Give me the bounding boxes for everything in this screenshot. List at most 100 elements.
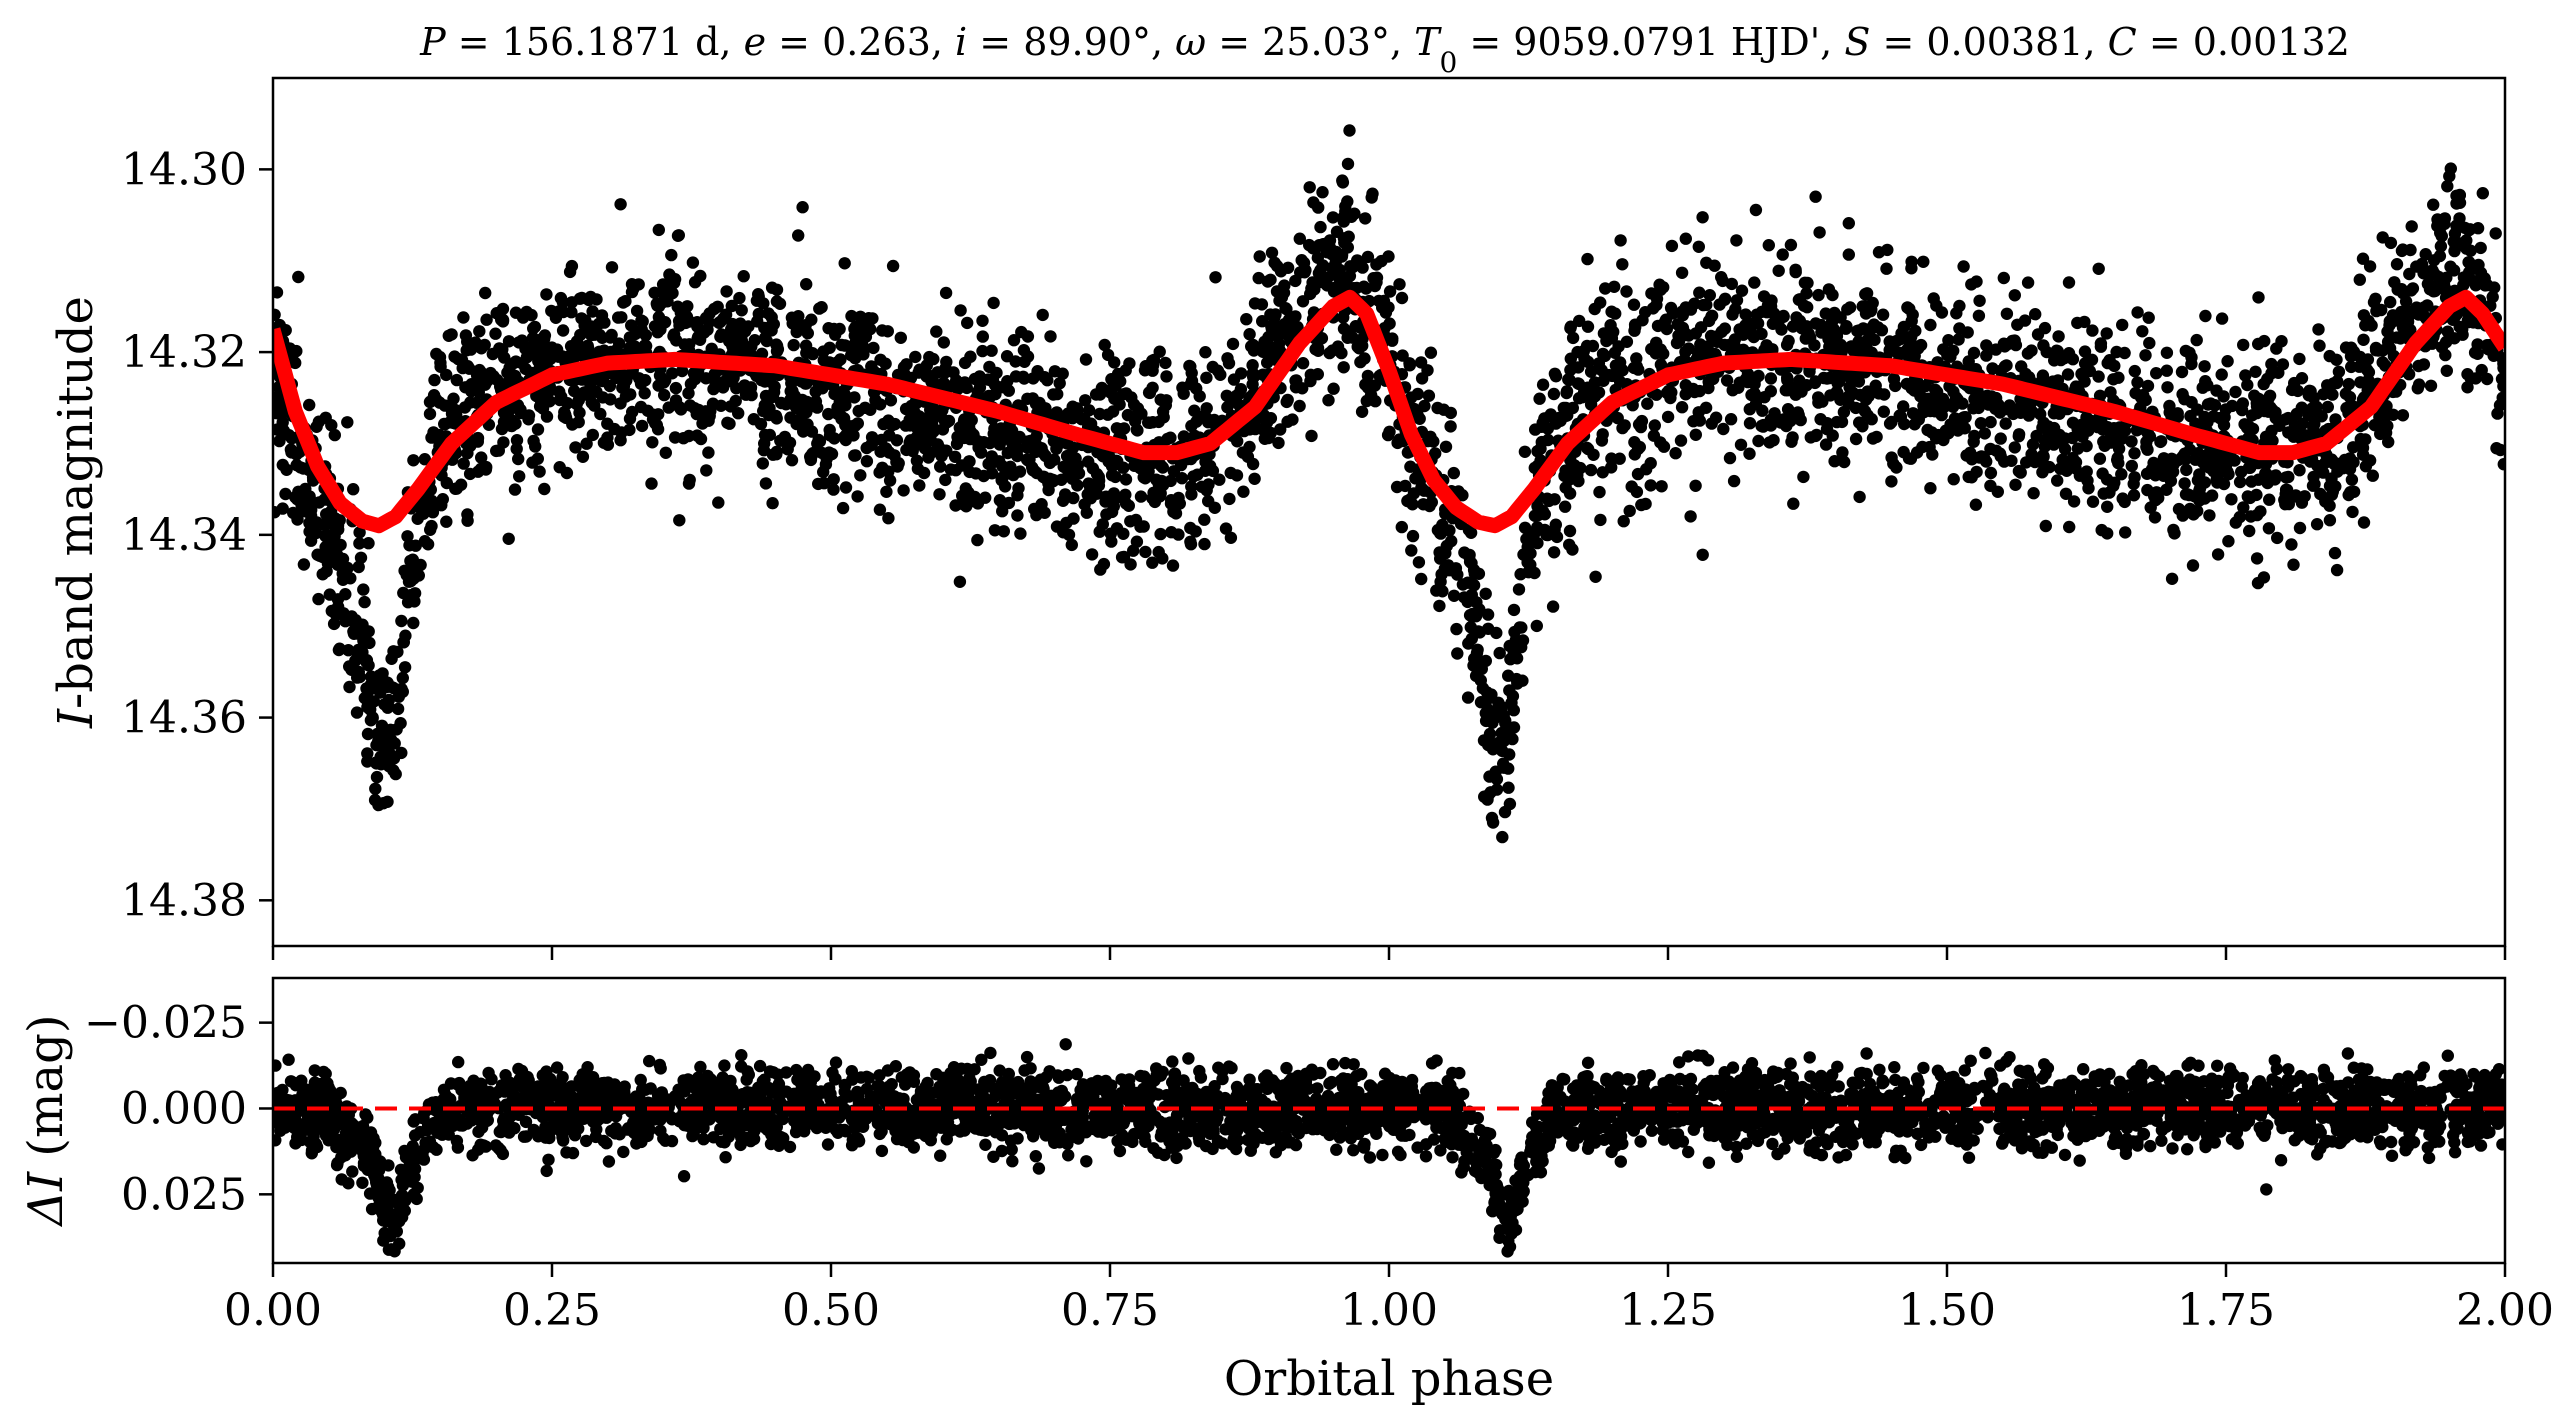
top-data-point: [1461, 576, 1475, 589]
top-data-point: [1917, 255, 1930, 268]
residual-data-point: [1846, 1138, 1859, 1151]
top-data-point: [1641, 397, 1654, 410]
top-data-point: [593, 345, 606, 358]
top-data-point: [1383, 425, 1396, 438]
top-data-point: [287, 506, 300, 520]
top-data-point: [1528, 461, 1542, 475]
top-data-point: [1750, 308, 1763, 321]
top-data-point: [2175, 365, 2189, 379]
top-data-point: [1152, 415, 1165, 429]
top-data-point: [1169, 507, 1183, 520]
top-data-point: [953, 575, 967, 588]
top-data-point: [954, 304, 967, 317]
top-data-point: [2497, 362, 2505, 375]
top-data-point: [1273, 294, 1286, 307]
top-data-point: [280, 463, 293, 476]
top-data-point: [1436, 585, 1449, 598]
top-data-point: [2115, 432, 2129, 445]
top-data-point: [427, 426, 440, 439]
top-data-point: [1820, 422, 1834, 436]
top-data-point: [1994, 432, 2007, 445]
top-data-point: [2071, 316, 2084, 330]
top-data-point: [1702, 314, 1716, 328]
top-data-point: [2052, 330, 2065, 343]
top-data-point: [652, 223, 665, 237]
top-data-point: [2081, 474, 2094, 487]
top-data-point: [2150, 486, 2163, 499]
top-data-point: [2443, 170, 2456, 183]
residual-data-point: [2058, 1148, 2072, 1162]
top-data-point: [1221, 352, 1234, 365]
top-data-point: [1261, 344, 1274, 358]
top-data-point: [1782, 334, 1795, 348]
top-data-point: [939, 473, 952, 487]
top-data-point: [1124, 515, 1137, 528]
top-data-point: [1734, 438, 1748, 451]
top-data-point: [1605, 332, 1619, 345]
top-data-point: [1415, 572, 1428, 586]
top-data-point: [2008, 334, 2021, 347]
top-data-point: [331, 519, 345, 532]
top-data-point: [1283, 319, 1296, 332]
top-data-point: [2431, 219, 2444, 233]
top-data-point: [2148, 511, 2162, 524]
top-data-point: [1563, 487, 1577, 500]
top-data-point: [1289, 274, 1302, 288]
top-data-point: [2343, 452, 2357, 465]
top-data-point: [2021, 347, 2035, 360]
top-data-point: [1296, 357, 1310, 370]
top-data-point: [720, 285, 733, 298]
top-data-point: [1050, 406, 1064, 419]
top-data-point: [1784, 238, 1798, 252]
top-data-point: [1013, 430, 1026, 444]
top-data-point: [400, 568, 413, 582]
top-data-point: [347, 483, 360, 496]
top-data-point: [1513, 621, 1527, 634]
top-data-point: [935, 443, 948, 456]
top-data-point: [827, 473, 840, 486]
top-data-point: [2101, 500, 2114, 513]
top-data-point: [399, 629, 412, 642]
top-data-point: [1011, 489, 1024, 502]
top-data-point: [1433, 599, 1446, 613]
top-data-point: [2094, 337, 2108, 350]
top-data-point: [867, 341, 880, 355]
top-data-point: [755, 347, 769, 360]
top-data-point: [948, 450, 962, 463]
top-data-point: [2308, 477, 2321, 491]
top-data-point: [1869, 379, 1882, 392]
top-data-point: [674, 403, 688, 416]
top-data-point: [1439, 440, 1453, 453]
top-data-point: [1429, 447, 1442, 460]
top-data-point: [2474, 266, 2488, 280]
top-data-point: [1620, 335, 1634, 348]
top-data-point: [2497, 458, 2505, 471]
top-data-point: [2433, 249, 2447, 263]
top-data-point: [2404, 243, 2417, 257]
top-data-point: [513, 470, 526, 483]
top-data-point: [1518, 521, 1532, 534]
top-data-point: [1962, 470, 1975, 484]
top-data-point: [1341, 195, 1354, 208]
top-data-point: [2157, 469, 2170, 482]
top-data-point: [1801, 301, 1814, 314]
top-data-point: [470, 369, 484, 382]
top-data-point: [1517, 548, 1530, 561]
top-data-point: [2071, 442, 2085, 455]
top-data-point: [473, 325, 486, 338]
top-data-point: [1502, 762, 1515, 775]
top-data-point: [1687, 415, 1700, 428]
top-data-point: [1846, 340, 1860, 354]
top-data-point: [337, 607, 350, 620]
top-data-point: [595, 309, 609, 322]
top-data-point: [582, 324, 595, 337]
top-data-point: [667, 328, 681, 341]
top-data-point: [1321, 237, 1335, 250]
top-data-point: [900, 358, 913, 371]
top-data-point: [1584, 398, 1598, 411]
top-data-point: [1717, 422, 1730, 436]
top-data-point: [1814, 318, 1828, 332]
top-data-point: [995, 471, 1008, 485]
top-data-point: [2353, 273, 2366, 286]
top-data-point: [2233, 475, 2247, 489]
